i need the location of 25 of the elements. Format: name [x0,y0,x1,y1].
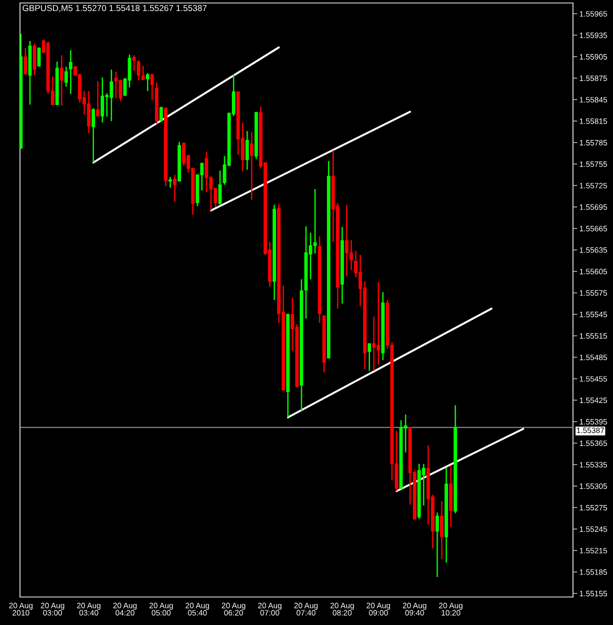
candlestick [313,188,317,254]
candlestick [245,130,249,170]
candlestick [250,131,254,200]
candlestick [141,65,145,81]
candlestick [150,73,154,101]
candlestick [114,71,118,99]
candlestick [204,151,208,193]
candlestick [136,60,140,81]
candlestick [146,72,150,92]
candlestick [100,76,104,124]
chart-title: GBPUSD,M5 1.55270 1.55418 1.55267 1.55387 [22,5,207,12]
candlestick [159,106,163,122]
candlestick [64,66,68,88]
candlestick [173,174,176,203]
candlestick [436,512,439,578]
candlestick [368,343,372,372]
candlestick [24,47,28,76]
candlestick [92,108,96,164]
candlestick [372,316,376,372]
candlestick [60,54,64,106]
candlestick [182,142,186,167]
candlestick [440,500,444,560]
candlestick [68,50,72,95]
candlestick [168,176,172,188]
candlestick [96,80,100,118]
